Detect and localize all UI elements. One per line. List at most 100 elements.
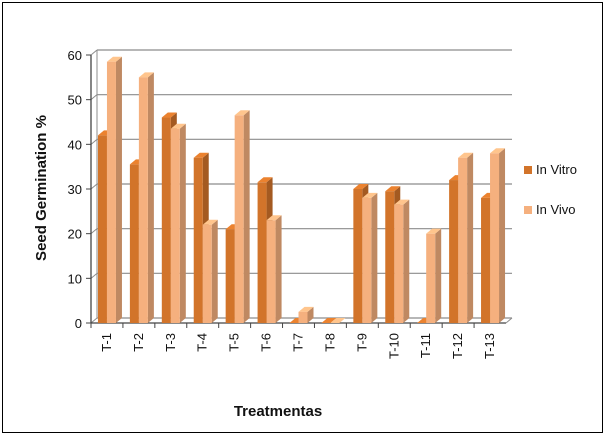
bar-front: [106, 61, 116, 323]
x-tick-label: T-9: [354, 333, 369, 352]
bar-front: [298, 311, 308, 323]
x-tick-label: T-4: [195, 333, 210, 352]
bar-front: [394, 204, 404, 323]
bar-side: [211, 219, 218, 323]
bar-side: [403, 199, 410, 323]
bar-top: [257, 177, 273, 183]
y-tick-label: 30: [68, 182, 82, 197]
axes: [90, 50, 513, 324]
bar-top: [385, 186, 401, 192]
legend: In Vitro In Vivo: [524, 162, 577, 217]
y-tick-label: 20: [68, 227, 82, 242]
bar-in-vivo: [394, 199, 410, 323]
bar-side: [307, 306, 314, 323]
bar-front: [266, 220, 276, 323]
bar-front: [234, 115, 244, 323]
bar-front: [129, 164, 139, 323]
bar-front: [362, 197, 372, 323]
legend-label: In Vitro: [536, 162, 577, 177]
bar-top: [490, 148, 506, 154]
bar-top: [426, 228, 442, 234]
bar-in-vivo: [458, 152, 474, 323]
gridline-depth: [90, 183, 98, 190]
bar-front: [385, 191, 395, 323]
x-tick-label: T-8: [322, 333, 337, 352]
gridline-depth: [90, 317, 98, 324]
bar-in-vivo: [234, 110, 250, 323]
x-tick-label: T-13: [482, 333, 497, 359]
bar-in-vitro: [321, 318, 337, 323]
x-tick-label: T-7: [291, 333, 306, 352]
bar-side: [115, 56, 122, 323]
bar-top: [266, 215, 282, 221]
gridline-depth: [90, 49, 98, 56]
bar-top: [330, 318, 346, 323]
bar-side: [371, 192, 378, 323]
bar-side: [435, 228, 442, 323]
bar-in-vivo: [490, 148, 506, 323]
legend-swatch: [524, 206, 532, 214]
floor-edge: [505, 317, 513, 324]
bar-front: [458, 157, 468, 323]
y-tick-label: 40: [68, 137, 82, 152]
bar-in-vivo: [170, 123, 186, 323]
legend-label: In Vivo: [536, 202, 576, 217]
y-tick-label: 60: [68, 48, 82, 63]
bar-top: [394, 199, 410, 205]
bar-top: [353, 184, 369, 189]
bar-front: [138, 77, 148, 323]
y-tick-label: 0: [75, 316, 82, 331]
bar-in-vivo: [426, 228, 442, 323]
gridline-depth: [90, 272, 98, 279]
y-tick-labels: 0 10 20 30 40 50 60: [68, 48, 82, 331]
bar-top: [106, 56, 122, 62]
y-tick-label: 10: [68, 271, 82, 286]
bar-top: [234, 110, 250, 116]
y-axis-label: Seed Germination %: [33, 115, 50, 261]
bar-front: [490, 153, 500, 323]
bar-front: [257, 182, 267, 323]
gridline-depth: [90, 94, 98, 101]
y-tick-label: 50: [68, 93, 82, 108]
bar-front: [97, 135, 107, 323]
x-tick-label: T-5: [227, 333, 242, 352]
bar-in-vivo: [106, 56, 122, 323]
bar-side: [467, 152, 474, 323]
bar-in-vivo: [362, 192, 378, 323]
bar-front: [202, 224, 212, 323]
gridline-depth: [90, 138, 98, 145]
x-tick-label: T-12: [450, 333, 465, 359]
bar-top: [170, 123, 186, 129]
x-tick-label: T-11: [418, 333, 433, 358]
bar-top: [321, 318, 337, 323]
bar-front: [161, 117, 171, 324]
bar-top: [193, 152, 209, 158]
x-axis-label: Treatmentas: [234, 403, 322, 420]
bar-side: [179, 123, 186, 323]
bar-top: [362, 192, 378, 198]
bars: [90, 56, 506, 328]
bar-in-vivo: [138, 72, 154, 323]
bar-front: [449, 180, 459, 323]
bar-top: [138, 72, 154, 78]
bar-top: [202, 219, 218, 225]
bar-front: [170, 128, 180, 323]
bar-in-vivo: [330, 318, 346, 323]
bar-in-vivo: [298, 306, 314, 323]
x-tick-label: T-1: [99, 333, 114, 352]
bar-top: [298, 306, 314, 312]
bar-front: [426, 233, 436, 323]
bar-front: [225, 229, 235, 323]
x-tick-labels: T-1 T-2 T-3 T-4 T-5 T-6 T-7 T-8 T-9 T-10 T-11 T-12 T…: [99, 333, 497, 359]
bar-top: [161, 112, 177, 118]
bar-in-vivo: [202, 219, 218, 323]
x-tick-label: T-10: [386, 333, 401, 359]
x-tick-label: T-3: [163, 333, 178, 352]
bar-side: [147, 72, 154, 323]
chart-frame: [2, 2, 603, 433]
x-tick-label: T-2: [131, 333, 146, 352]
bar-front: [481, 197, 491, 323]
x-tick-label: T-6: [259, 333, 274, 352]
bar-in-vivo: [266, 215, 282, 323]
